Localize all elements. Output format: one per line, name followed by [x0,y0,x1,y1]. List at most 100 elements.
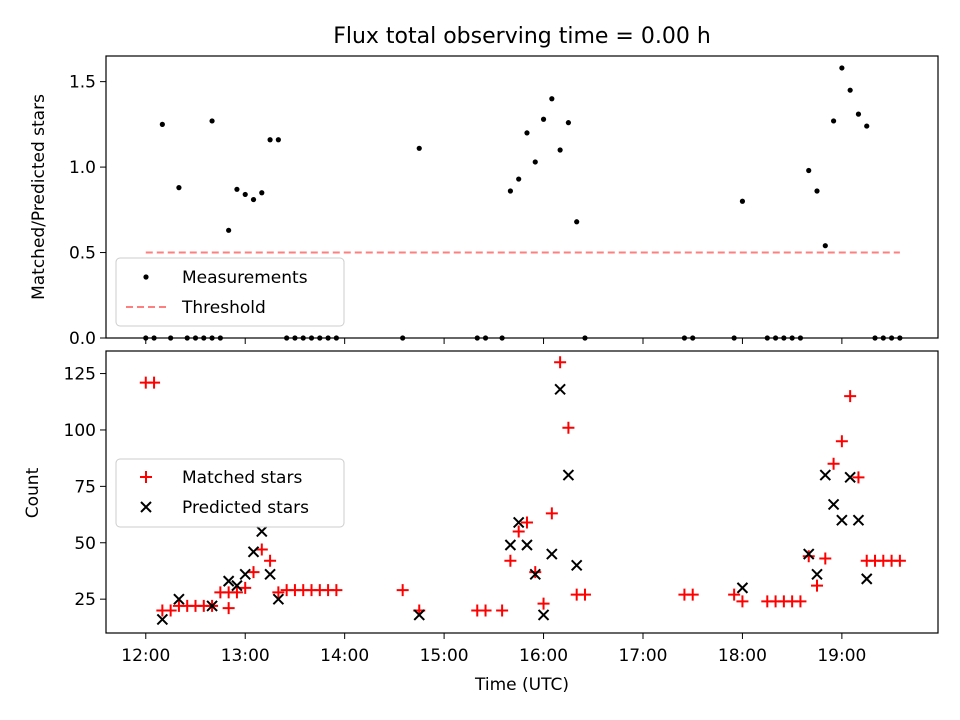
predicted-stars-point [512,516,525,529]
measurements-point [540,116,547,122]
measurements-point [897,335,903,341]
matched-stars-point [852,471,865,484]
measurements-point [814,188,820,194]
top-plot-marks [143,65,903,341]
measurements-point [226,227,232,233]
matched-stars-point [554,356,567,369]
measurements-point [176,185,182,191]
measurements-point [151,335,157,341]
measurements-point [209,335,215,341]
measurements-point [872,335,878,341]
legend-label-threshold: Threshold [181,298,266,318]
matched-stars-point [148,376,161,389]
y-tick-label: 0.0 [69,329,96,349]
predicted-stars-point [264,568,276,581]
top-y-axis: 0.0 0.5 1.0 1.5 [69,73,106,349]
predicted-stars-point [836,514,848,526]
matched-stars-point [330,584,343,597]
y-tick-label: 25 [74,590,96,610]
matched-stars-point [802,550,815,563]
matched-stars-point [736,595,749,608]
measurements-point [847,87,853,93]
predicted-stars-point [537,609,550,621]
measurements-point [781,335,787,341]
matched-stars-point [496,604,509,617]
measurements-point [201,335,207,341]
measurements-point [830,118,837,124]
measurements-point [168,335,174,341]
bottom-plot-panel: 25 50 75 100 125 12:00 13:00 14:00 15:00 16:00 17… [23,350,939,695]
predicted-stars-point [827,498,840,511]
predicted-stars-point [844,471,856,484]
bottom-y-axis: 25 50 75 100 125 [64,365,106,610]
matched-stars-point [264,554,277,567]
predicted-stars-point [819,469,832,481]
matched-stars-point [239,581,252,594]
x-tick-label: 17:00 [618,646,667,666]
matched-stars-point [844,390,857,403]
matched-stars-point [545,507,558,520]
measurements-point [582,335,588,341]
matched-stars-point [578,588,591,601]
predicted-stars-point [803,548,815,560]
matched-stars-point [827,457,840,470]
matched-stars-point [504,554,517,567]
matched-stars-point [794,595,807,608]
predicted-stars-point [529,568,541,581]
measurements-point [574,219,580,225]
measurements-point [234,186,240,192]
bottom-x-axis-label: Time (UTC) [474,675,569,695]
predicted-stars-point [156,613,169,626]
matched-stars-point [811,579,824,592]
measurements-point [292,335,298,341]
measurements-point [516,176,522,182]
matched-stars-point [512,525,525,538]
matched-stars-point [247,566,260,579]
predicted-stars-point [504,539,517,551]
top-y-axis-label: Matched/Predicted stars [29,94,49,300]
matched-stars-point [255,543,268,556]
measurements-point [764,335,770,341]
measurements-point [267,137,273,143]
measurements-point [250,196,257,203]
measurements-point [300,335,306,341]
bottom-legend: Matched stars Predicted stars [115,458,345,528]
matched-stars-point [893,554,906,567]
y-tick-label: 0.5 [69,244,96,264]
x-tick-label: 13:00 [221,646,270,666]
measurements-point [690,335,696,341]
x-tick-label: 19:00 [817,646,866,666]
measurements-point [855,111,862,117]
matched-stars-point [537,597,550,610]
measurements-point [549,96,555,102]
matched-stars-point [835,435,848,448]
matched-stars-point [529,566,542,579]
measurements-point [565,120,572,126]
measurements-point [557,147,563,153]
predicted-stars-point [413,609,425,621]
x-tick-label: 18:00 [718,646,767,666]
legend-label-predicted-stars: Predicted stars [182,498,309,518]
y-tick-label: 1.0 [69,158,96,178]
matched-stars-point [520,516,533,529]
predicted-stars-point [546,548,558,560]
measurements-point [524,130,530,136]
measurements-point [275,137,281,143]
predicted-stars-point [562,469,575,481]
matched-stars-point [686,588,699,601]
y-tick-label: 75 [74,477,96,497]
predicted-stars-point [570,559,583,572]
measurements-point [242,191,248,198]
x-tick-label: 14:00 [320,646,369,666]
matched-stars-point [479,604,492,617]
x-tick-label: 12:00 [121,646,170,666]
measurements-point [159,121,165,127]
measurements-point [325,335,331,341]
predicted-stars-point [239,568,251,581]
measurements-point [789,335,795,341]
matched-stars-point [562,421,575,434]
legend-label-measurements: Measurements [182,268,308,288]
matched-stars-point [230,586,243,599]
measurements-point [822,243,828,249]
